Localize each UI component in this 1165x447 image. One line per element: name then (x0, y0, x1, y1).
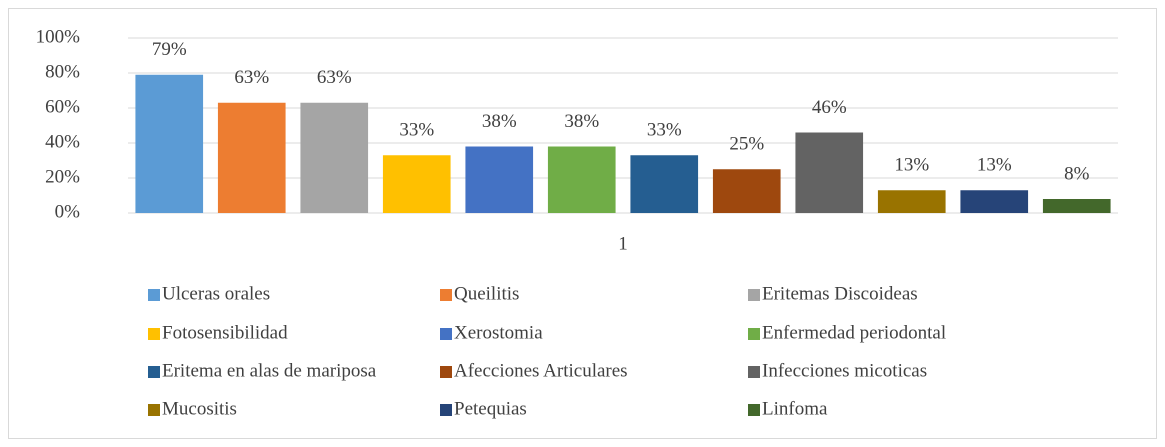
legend-swatch (148, 289, 160, 301)
legend-swatch (748, 289, 760, 301)
legend-swatch (440, 366, 452, 378)
y-tick-label: 0% (55, 201, 81, 222)
data-label: 13% (977, 155, 1012, 176)
data-label: 33% (399, 120, 434, 141)
data-label: 79% (152, 39, 187, 60)
legend-swatch (748, 366, 760, 378)
legend-label: Linfoma (762, 398, 828, 419)
bar (135, 74, 204, 213)
data-label: 63% (234, 67, 269, 88)
legend-swatch (748, 404, 760, 416)
bar (960, 190, 1029, 213)
bar (300, 102, 369, 213)
y-tick-label: 80% (45, 61, 80, 82)
y-tick-label: 20% (45, 166, 80, 187)
data-label: 8% (1064, 163, 1090, 184)
legend-swatch (440, 328, 452, 340)
bar (712, 169, 781, 213)
y-tick-label: 40% (45, 131, 80, 152)
data-label: 33% (647, 120, 682, 141)
legend-swatch (148, 404, 160, 416)
legend-swatch (748, 328, 760, 340)
legend-label: Eritema en alas de mariposa (162, 360, 377, 381)
bar (877, 190, 946, 213)
data-label: 63% (317, 67, 352, 88)
legend-label: Enfermedad periodontal (762, 322, 946, 343)
bar (382, 155, 451, 213)
bar (217, 102, 286, 213)
legend-label: Ulceras orales (162, 283, 270, 304)
legend-label: Afecciones Articulares (454, 360, 628, 381)
y-tick-label: 60% (45, 96, 80, 117)
legend-label: Eritemas Discoideas (762, 283, 918, 304)
data-label: 38% (564, 111, 599, 132)
legend-label: Queilitis (454, 283, 519, 304)
bar (630, 155, 699, 213)
legend-label: Infecciones micoticas (762, 360, 927, 381)
legend-swatch (148, 366, 160, 378)
legend-swatch (440, 289, 452, 301)
legend-swatch (440, 404, 452, 416)
legend-label: Petequias (454, 398, 527, 419)
bar (1042, 199, 1111, 213)
bar (795, 132, 864, 213)
data-label: 25% (729, 134, 764, 155)
legend-swatch (148, 328, 160, 340)
bar (547, 146, 616, 213)
x-tick-label: 1 (618, 233, 628, 254)
bar (465, 146, 534, 213)
data-label: 13% (894, 155, 929, 176)
y-tick-label: 100% (36, 26, 81, 47)
data-label: 46% (812, 97, 847, 118)
data-label: 38% (482, 111, 517, 132)
legend-label: Xerostomia (454, 322, 543, 343)
legend-label: Fotosensibilidad (162, 322, 288, 343)
legend-label: Mucositis (162, 398, 237, 419)
